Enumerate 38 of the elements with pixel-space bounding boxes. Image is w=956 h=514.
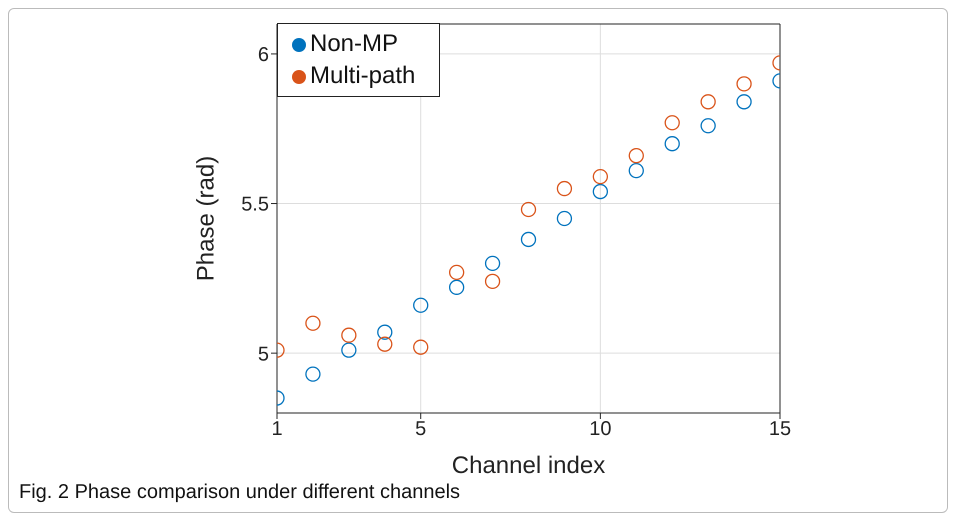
point <box>377 324 392 340</box>
point <box>305 366 321 382</box>
point <box>305 316 321 331</box>
point <box>664 115 680 130</box>
point <box>556 180 572 196</box>
point <box>448 264 464 280</box>
point <box>484 274 500 289</box>
point <box>448 280 464 295</box>
point <box>377 336 392 352</box>
x-tick-label: 1 <box>271 418 283 440</box>
x-tick-label: 10 <box>589 418 612 440</box>
point <box>592 168 608 184</box>
x-tick-label: 15 <box>768 418 792 440</box>
x-tick-label: 5 <box>415 418 426 440</box>
point <box>664 136 680 152</box>
point <box>736 94 752 110</box>
y-tick-label: 5 <box>258 343 269 366</box>
point <box>341 328 357 343</box>
point <box>736 76 752 92</box>
point <box>628 162 644 178</box>
point <box>628 148 644 164</box>
point <box>484 256 500 272</box>
point <box>413 298 428 313</box>
legend-label: Non-MP <box>310 30 398 57</box>
point <box>592 184 608 200</box>
caption: Fig. 2 Phase comparison under different channels <box>19 481 462 504</box>
point <box>520 202 536 218</box>
point <box>520 232 536 248</box>
point <box>413 340 428 355</box>
legend-label: Multi-path <box>310 62 416 89</box>
point <box>556 210 572 226</box>
y-tick-label: 6 <box>258 44 269 66</box>
y-tick-label: 5.5 <box>241 194 269 216</box>
point <box>700 118 716 134</box>
x-axis-title: Channel index <box>452 452 606 479</box>
y-axis-title: Phase (rad) <box>192 156 220 282</box>
point <box>700 94 716 110</box>
point <box>341 342 357 358</box>
